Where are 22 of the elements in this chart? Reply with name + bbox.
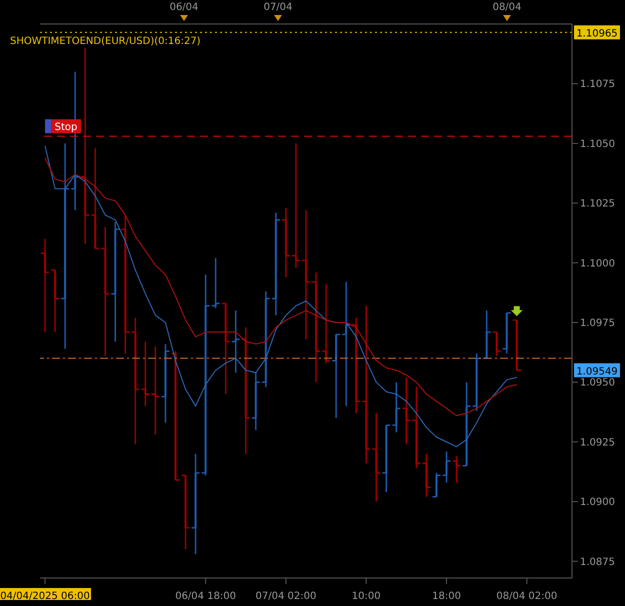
x-tick-label: 04/04/2025 06:00: [0, 591, 90, 602]
text: 06/04: [168, 2, 200, 13]
x-tick-label: 06/04 18:00: [175, 591, 236, 602]
x-tick-label: 07/04 02:00: [256, 591, 316, 602]
y-tick-label: 1.1050: [580, 138, 615, 150]
text: SHOWTIMETOEND(EUR/USD)(0:16:27): [10, 36, 201, 47]
x-tick-label: 10:00: [352, 591, 381, 602]
ref-line-label: 1.10965: [576, 28, 618, 40]
y-tick-label: 1.0975: [580, 318, 615, 330]
ref-line-label: Stop: [54, 122, 78, 134]
y-tick-label: 1.1025: [580, 198, 615, 210]
y-tick-label: 1.0900: [580, 497, 615, 508]
x-tick-label: 08/04 02:00: [496, 591, 558, 602]
y-tick-label: 1.1000: [580, 258, 615, 270]
y-tick-label: 1.0925: [580, 437, 615, 448]
text: 08/04: [492, 2, 522, 13]
y-tick-label: 1.0875: [580, 556, 615, 568]
y-tick-label: 1.0950: [580, 378, 615, 389]
text: 1.09549: [576, 366, 618, 378]
text: 07/04: [262, 2, 294, 13]
y-tick-label: 1.1075: [580, 79, 615, 90]
x-tick-label: 18:00: [432, 591, 461, 602]
